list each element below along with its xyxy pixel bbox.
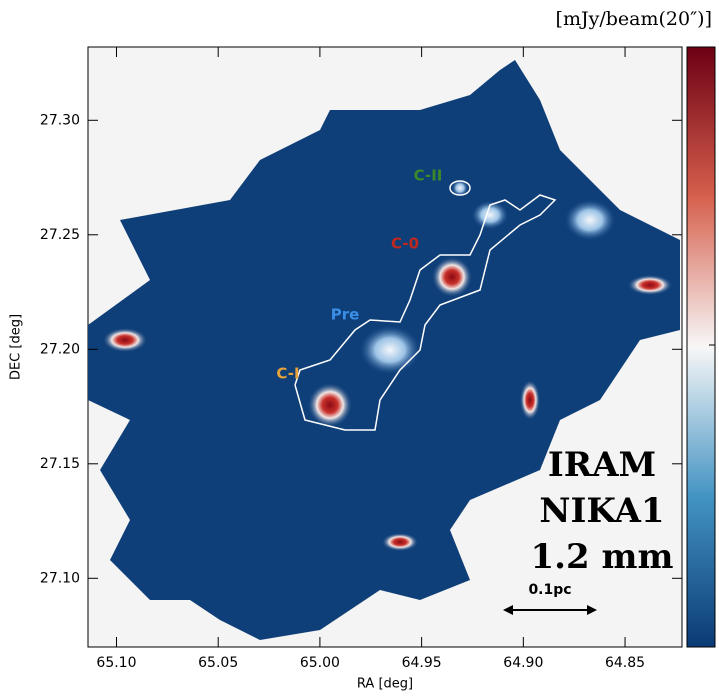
instrument-label: 1.2 mm (531, 537, 674, 577)
source-label: Pre (331, 306, 360, 324)
source-label: C-0 (391, 235, 419, 253)
source-label: C-I (276, 365, 299, 383)
y-tick-label: 27.30 (40, 112, 80, 128)
y-tick-label: 27.10 (40, 570, 80, 586)
x-axis-label: RA [deg] (357, 677, 413, 692)
y-tick-label: 27.15 (40, 456, 80, 472)
colorbar (687, 47, 715, 647)
source-label: C-II (414, 167, 443, 185)
y-axis-label: DEC [deg] (9, 314, 24, 380)
x-tick-label: 64.90 (503, 655, 543, 671)
colorbar-label: [mJy/beam(20″)] (556, 8, 712, 30)
y-tick-label: 27.25 (40, 227, 80, 243)
x-tick-label: 64.85 (605, 655, 645, 671)
x-tick-label: 65.10 (96, 655, 136, 671)
scale-bar-label: 0.1pc (528, 582, 571, 598)
instrument-label: NIKA1 (539, 491, 664, 531)
y-tick-label: 27.20 (40, 341, 80, 357)
instrument-label: IRAM (548, 445, 656, 485)
figure: [mJy/beam(20″)] RA [deg] DEC [deg] 65.10… (0, 0, 719, 693)
x-tick-label: 64.95 (402, 655, 442, 671)
x-tick-label: 65.05 (198, 655, 238, 671)
x-tick-label: 65.00 (300, 655, 340, 671)
